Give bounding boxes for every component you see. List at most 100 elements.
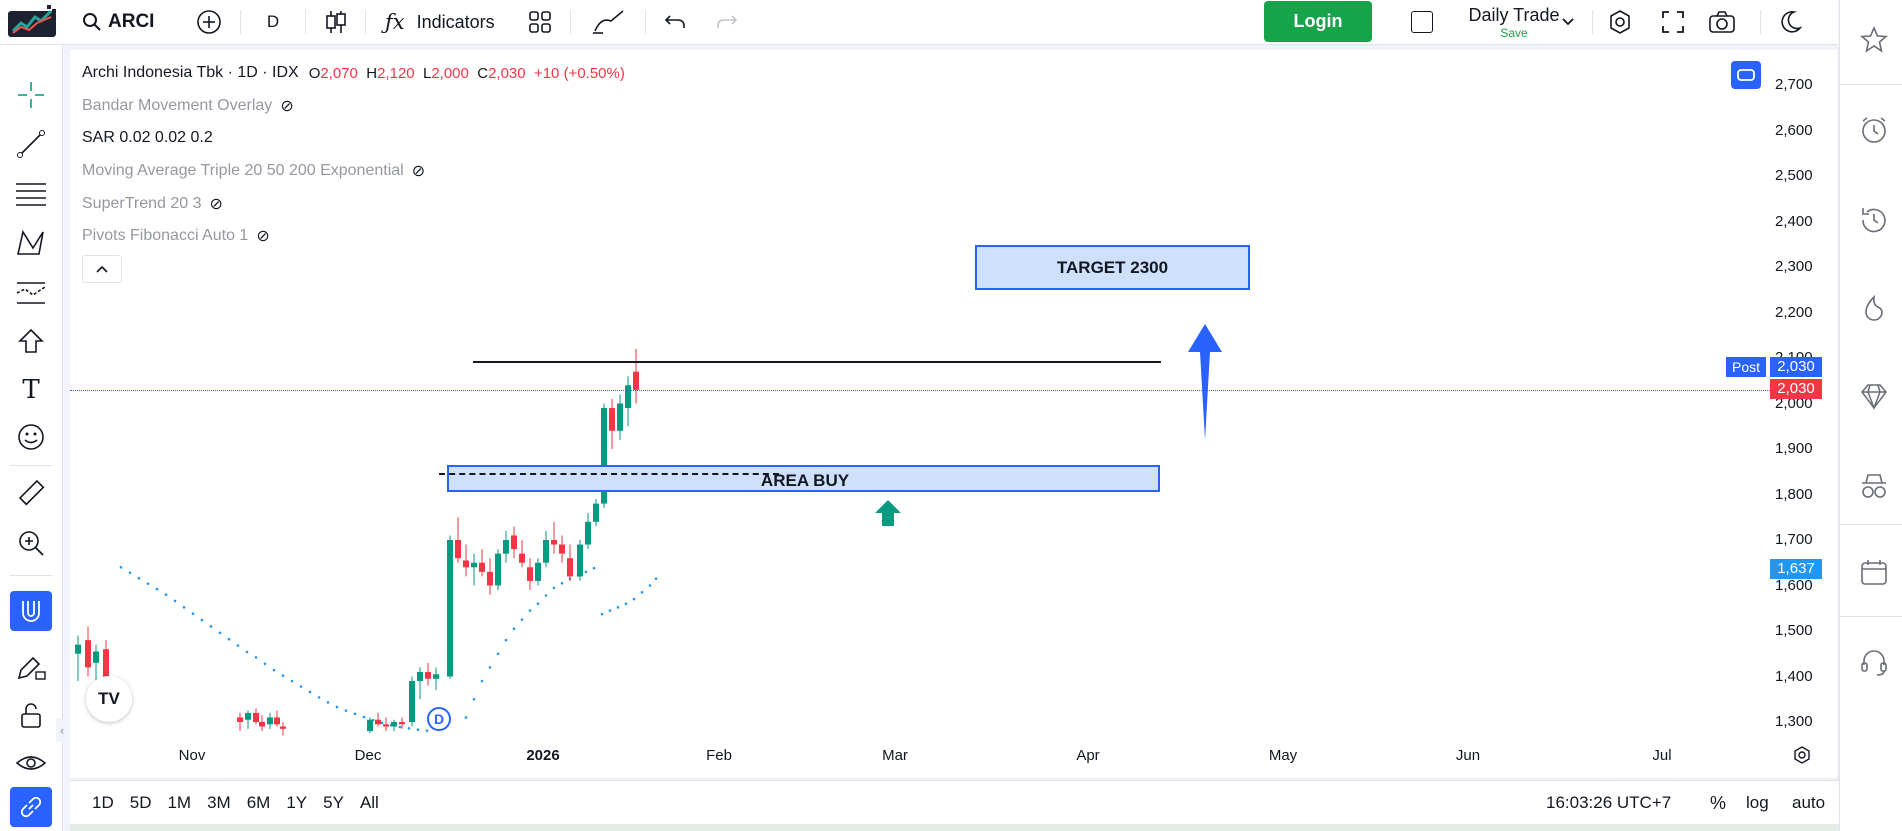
candle-body bbox=[601, 408, 607, 504]
indicator-row[interactable]: Bandar Movement Overlay ⊘ bbox=[82, 96, 294, 116]
sar-dot bbox=[308, 690, 312, 694]
indicators-button[interactable]: ƒx Indicators bbox=[385, 8, 495, 36]
candle-body bbox=[633, 371, 639, 390]
crosshair-tool[interactable] bbox=[10, 75, 52, 115]
eye-hidden-icon[interactable]: ⊘ bbox=[256, 228, 270, 245]
layout-save-status: Save bbox=[1500, 25, 1528, 40]
chart-pane[interactable] bbox=[70, 50, 1839, 824]
candle-body bbox=[391, 722, 397, 727]
timeframe-3m[interactable]: 3M bbox=[207, 793, 231, 812]
interval-button[interactable]: D bbox=[266, 12, 280, 31]
shapes-tool[interactable] bbox=[10, 321, 52, 361]
icon-tool[interactable] bbox=[10, 417, 52, 457]
alerts-button[interactable] bbox=[1854, 110, 1894, 150]
timeframe-5y[interactable]: 5Y bbox=[323, 793, 344, 812]
layout-checkbox[interactable] bbox=[1410, 10, 1434, 34]
undo-button[interactable] bbox=[662, 8, 688, 36]
magnet-tool[interactable] bbox=[10, 591, 52, 631]
log-toggle[interactable]: log bbox=[1746, 793, 1769, 812]
pattern-tool[interactable] bbox=[10, 223, 52, 263]
timeframe-6m[interactable]: 6M bbox=[246, 793, 271, 812]
text-tool[interactable]: T bbox=[10, 370, 52, 410]
premium-button[interactable] bbox=[1854, 376, 1894, 416]
candle-body bbox=[253, 712, 259, 722]
time-tick-label: Jun bbox=[1455, 747, 1481, 764]
price-tick-label: 1,700 bbox=[1775, 531, 1813, 548]
candle-body bbox=[383, 724, 389, 727]
compare-button[interactable] bbox=[195, 8, 223, 36]
chevron-down-icon[interactable] bbox=[1560, 12, 1576, 32]
zoom-in-icon bbox=[19, 531, 44, 556]
eye-hidden-icon[interactable]: ⊘ bbox=[411, 163, 426, 180]
chart-type-button[interactable] bbox=[322, 8, 350, 36]
trend-line-tool[interactable] bbox=[10, 124, 52, 164]
collapse-left-handle[interactable]: ‹ bbox=[56, 718, 68, 742]
fib-tool[interactable] bbox=[10, 174, 52, 214]
symbol-search-button[interactable]: ARCI bbox=[82, 8, 154, 36]
target-arrow[interactable] bbox=[1186, 322, 1224, 442]
candle-series bbox=[75, 348, 639, 736]
timeframe-5d[interactable]: 5D bbox=[129, 793, 152, 812]
replay-button[interactable] bbox=[1854, 200, 1894, 240]
eye-hidden-icon[interactable]: ⊘ bbox=[280, 98, 294, 115]
redo-button[interactable] bbox=[714, 8, 740, 36]
candle-body bbox=[280, 726, 286, 729]
watchlist-button[interactable] bbox=[1854, 20, 1894, 60]
templates-button[interactable] bbox=[526, 8, 554, 36]
reset-chart-button[interactable] bbox=[1731, 61, 1761, 89]
axis-settings-button[interactable] bbox=[1792, 745, 1812, 765]
candle-body bbox=[567, 558, 573, 577]
eye-hidden-icon[interactable]: ⊘ bbox=[209, 196, 223, 213]
support-button[interactable] bbox=[1854, 642, 1894, 682]
clock-timezone[interactable]: 16:03:26 UTC+7 bbox=[1546, 793, 1672, 812]
calendar-icon bbox=[1861, 560, 1887, 585]
collapse-legend-button[interactable] bbox=[82, 255, 122, 283]
candle-body bbox=[511, 535, 517, 550]
measure-tool[interactable] bbox=[10, 473, 52, 513]
indicator-row[interactable]: SAR 0.02 0.02 0.2 bbox=[82, 129, 213, 147]
theme-toggle-button[interactable] bbox=[1776, 8, 1804, 36]
calendar-button[interactable] bbox=[1854, 552, 1894, 592]
settings-button[interactable] bbox=[1606, 8, 1634, 36]
timeframe-1y[interactable]: 1Y bbox=[286, 793, 308, 812]
area-buy-zone[interactable] bbox=[447, 464, 1160, 493]
eye-icon bbox=[15, 756, 47, 770]
dividend-marker[interactable]: D bbox=[427, 707, 451, 731]
percent-toggle[interactable]: % bbox=[1710, 793, 1727, 813]
screenshot-button[interactable] bbox=[1707, 8, 1737, 36]
sar-series bbox=[119, 566, 658, 732]
auto-toggle[interactable]: auto bbox=[1792, 793, 1826, 812]
resistance-line[interactable] bbox=[473, 361, 1161, 363]
candle-body bbox=[487, 571, 493, 586]
hide-drawings-tool[interactable] bbox=[10, 743, 52, 783]
candles-icon bbox=[326, 11, 346, 33]
indicator-name: Moving Average Triple 20 50 200 Exponent… bbox=[82, 162, 404, 179]
candle-body bbox=[409, 681, 415, 722]
top-toolbar: ARCI D ƒx Indicators Login Daily Trade S… bbox=[0, 0, 1838, 45]
link-tool[interactable] bbox=[10, 787, 52, 827]
hotlists-button[interactable] bbox=[1854, 288, 1894, 328]
timeframe-1m[interactable]: 1M bbox=[167, 793, 192, 812]
sar-dot bbox=[512, 627, 516, 631]
target-label-box[interactable]: TARGET 2300 bbox=[975, 245, 1250, 290]
lock-tool[interactable] bbox=[10, 695, 52, 735]
fullscreen-icon bbox=[1662, 11, 1684, 33]
timeframe-1d[interactable]: 1D bbox=[92, 793, 114, 812]
forecast-tool[interactable] bbox=[10, 273, 52, 313]
layout-menu-button[interactable]: Daily Trade Save bbox=[1455, 2, 1573, 42]
link-icon bbox=[20, 796, 42, 818]
fullscreen-button[interactable] bbox=[1659, 8, 1687, 36]
indicator-row[interactable]: Pivots Fibonacci Auto 1 ⊘ bbox=[82, 226, 270, 246]
fx-icon: ƒx bbox=[385, 10, 405, 34]
timeframe-all[interactable]: All bbox=[359, 793, 379, 812]
bandar-button[interactable] bbox=[1854, 466, 1894, 506]
indicator-row[interactable]: SuperTrend 20 3 ⊘ bbox=[82, 194, 223, 214]
login-button[interactable]: Login bbox=[1264, 1, 1372, 42]
zoom-tool[interactable] bbox=[10, 523, 52, 563]
lock-drawings-tool[interactable] bbox=[10, 647, 52, 687]
up-arrow-marker[interactable] bbox=[875, 500, 901, 527]
drawing-tool-button[interactable] bbox=[590, 6, 628, 36]
sar-dot bbox=[398, 725, 402, 729]
indicator-row[interactable]: Moving Average Triple 20 50 200 Exponent… bbox=[82, 161, 425, 181]
logo[interactable] bbox=[6, 4, 58, 40]
